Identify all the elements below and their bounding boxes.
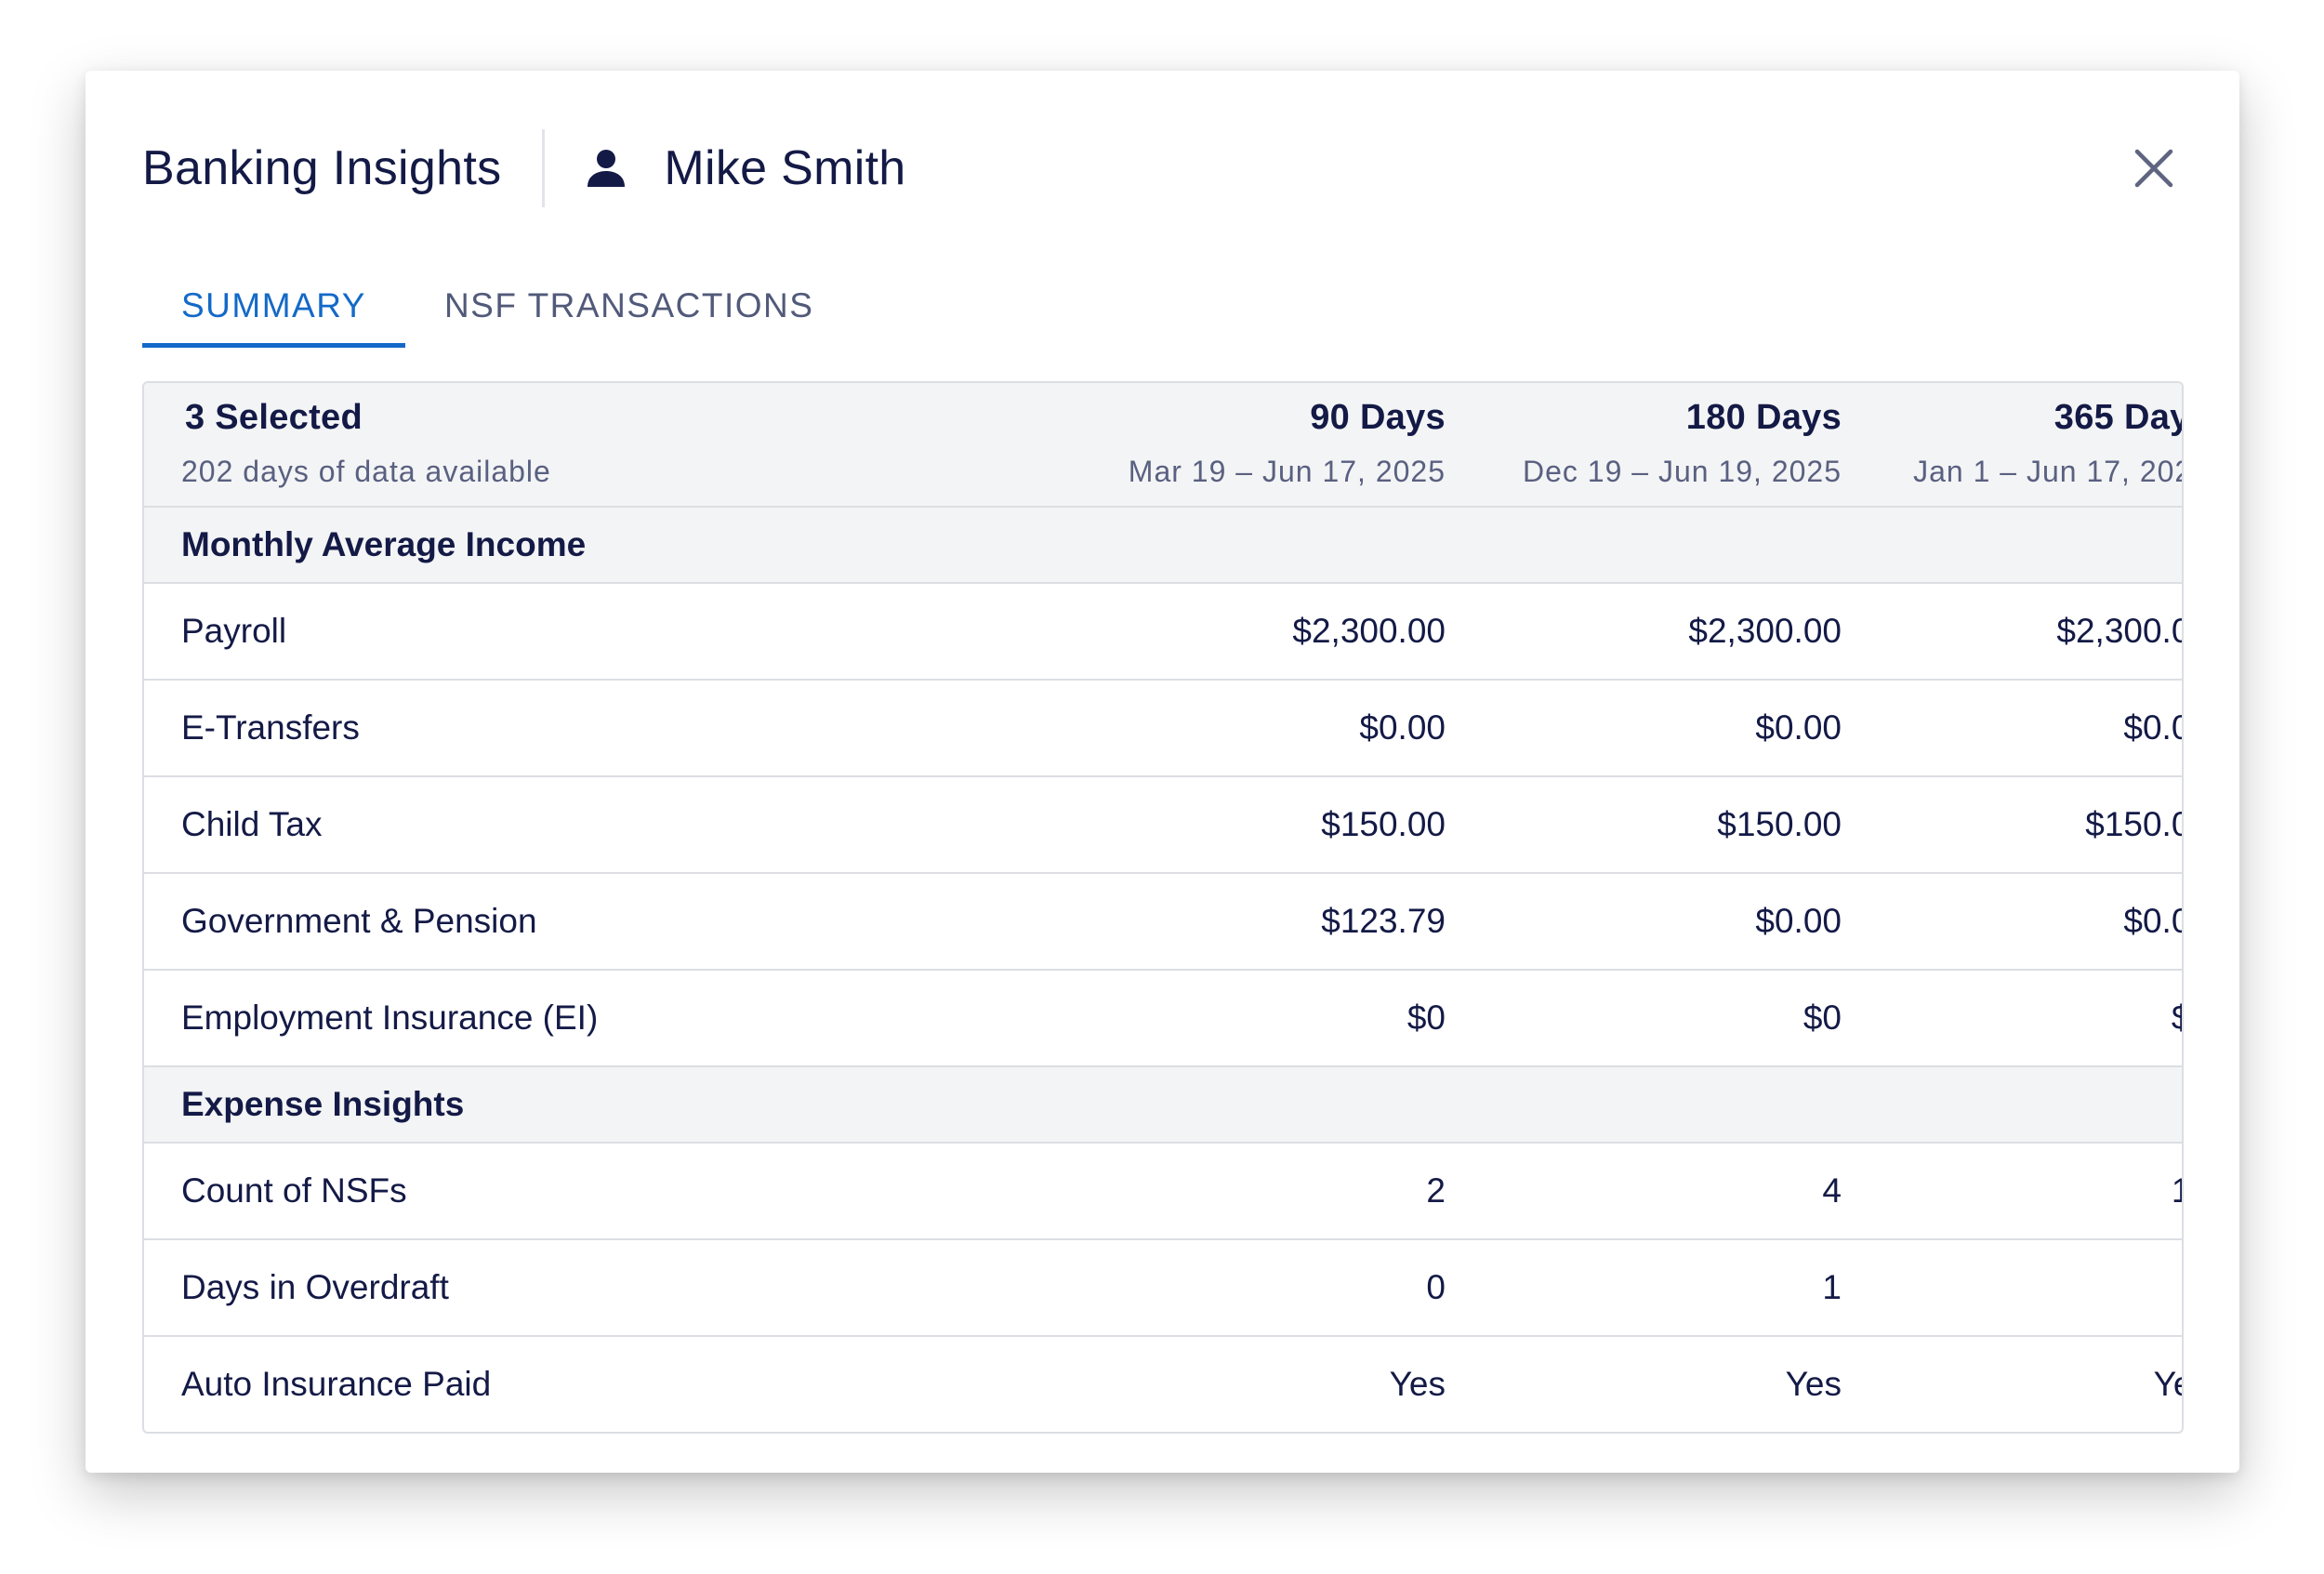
row-label: Auto Insurance Paid xyxy=(181,1365,492,1403)
row-value-180: $0.00 xyxy=(1755,708,1842,747)
row-label: Child Tax xyxy=(181,805,323,843)
row-value-90: $123.79 xyxy=(1321,902,1446,940)
selection-subtitle: 202 days of data available xyxy=(181,455,551,488)
banking-insights-dialog: Banking Insights Mike Smith SUMMARY NSF … xyxy=(86,71,2239,1473)
user-info: Mike Smith xyxy=(586,140,905,196)
dialog-title: Banking Insights xyxy=(142,141,502,195)
row-value-365: 1 xyxy=(1842,1268,2182,1307)
row-value-180: 4 xyxy=(1822,1171,1842,1210)
dialog-header: Banking Insights Mike Smith xyxy=(142,117,2183,219)
row-value-180: $2,300.00 xyxy=(1688,612,1842,650)
column-title: 365 Days xyxy=(2053,398,2182,437)
close-icon xyxy=(2134,149,2173,188)
section-title: Expense Insights xyxy=(181,1085,465,1123)
table-row: Payroll $2,300.00 $2,300.00 $2,300.00 xyxy=(144,582,2182,679)
row-value-180: 1 xyxy=(1822,1268,1842,1306)
row-label: Government & Pension xyxy=(181,902,537,940)
person-icon xyxy=(586,147,628,190)
row-value-90: 0 xyxy=(1426,1268,1446,1306)
column-header-180-days: 180 Days Dec 19 – Jun 19, 2025 xyxy=(1446,398,1842,489)
table-row: Child Tax $150.00 $150.00 $150.00 xyxy=(144,775,2182,872)
row-value-365: $150.00 xyxy=(2085,805,2182,843)
table-row: E-Transfers $0.00 $0.00 $0.00 xyxy=(144,679,2182,775)
row-value-365: 10 xyxy=(1842,1171,2182,1210)
row-value-180: $0 xyxy=(1802,999,1842,1037)
row-value-180: Yes xyxy=(1785,1365,1842,1403)
row-label: Days in Overdraft xyxy=(181,1268,449,1306)
section-header-income: Monthly Average Income xyxy=(144,506,2182,582)
row-value-90: $0.00 xyxy=(1359,708,1446,747)
column-title: 90 Days xyxy=(1310,398,1446,437)
row-value-90: Yes xyxy=(1389,1365,1446,1403)
row-value-180: $150.00 xyxy=(1717,805,1842,843)
table-row: Count of NSFs 2 4 10 xyxy=(144,1142,2182,1238)
table-row: Government & Pension $123.79 $0.00 $0.00 xyxy=(144,872,2182,969)
column-header-90-days: 90 Days Mar 19 – Jun 17, 2025 xyxy=(1074,398,1446,489)
tab-bar: SUMMARY NSF TRANSACTIONS xyxy=(142,266,852,348)
user-name: Mike Smith xyxy=(664,141,906,195)
section-title: Monthly Average Income xyxy=(181,525,587,563)
row-label: E-Transfers xyxy=(181,708,360,747)
table-header-row: 3 Selected 202 days of data available 90… xyxy=(144,383,2182,506)
column-range: Dec 19 – Jun 19, 2025 xyxy=(1522,455,1842,488)
column-range: Mar 19 – Jun 17, 2025 xyxy=(1128,455,1446,488)
column-header-365-days: 365 Days Jan 1 – Jun 17, 2025 xyxy=(1842,398,2184,489)
row-value-365: $0.00 xyxy=(2123,708,2182,747)
row-value-365: $0 xyxy=(1842,999,2182,1038)
row-value-180: $0.00 xyxy=(1755,902,1842,940)
column-title: 180 Days xyxy=(1685,398,1842,437)
row-label: Payroll xyxy=(181,612,287,650)
row-value-90: $0 xyxy=(1406,999,1446,1037)
table-row: Days in Overdraft 0 1 1 xyxy=(144,1238,2182,1335)
row-label: Employment Insurance (EI) xyxy=(181,999,599,1037)
tab-summary[interactable]: SUMMARY xyxy=(142,266,405,348)
tab-nsf-transactions[interactable]: NSF TRANSACTIONS xyxy=(443,286,814,324)
column-range: Jan 1 – Jun 17, 2025 xyxy=(1913,455,2184,488)
table-row: Auto Insurance Paid Yes Yes Yes xyxy=(144,1335,2182,1432)
row-value-365: $2,300.00 xyxy=(2056,612,2182,650)
selection-title: 3 Selected xyxy=(185,398,363,437)
row-label: Count of NSFs xyxy=(181,1171,407,1210)
section-header-expense: Expense Insights xyxy=(144,1065,2182,1142)
close-button[interactable] xyxy=(2125,139,2183,197)
row-value-365: $0.00 xyxy=(2123,902,2182,940)
selection-header: 3 Selected 202 days of data available xyxy=(144,398,1074,489)
table-row: Employment Insurance (EI) $0 $0 $0 xyxy=(144,969,2182,1065)
row-value-90: $2,300.00 xyxy=(1292,612,1446,650)
row-value-90: $150.00 xyxy=(1321,805,1446,843)
insights-table: 3 Selected 202 days of data available 90… xyxy=(142,381,2184,1434)
row-value-365: Yes xyxy=(2153,1365,2182,1403)
row-value-90: 2 xyxy=(1426,1171,1446,1210)
header-divider xyxy=(542,129,546,207)
